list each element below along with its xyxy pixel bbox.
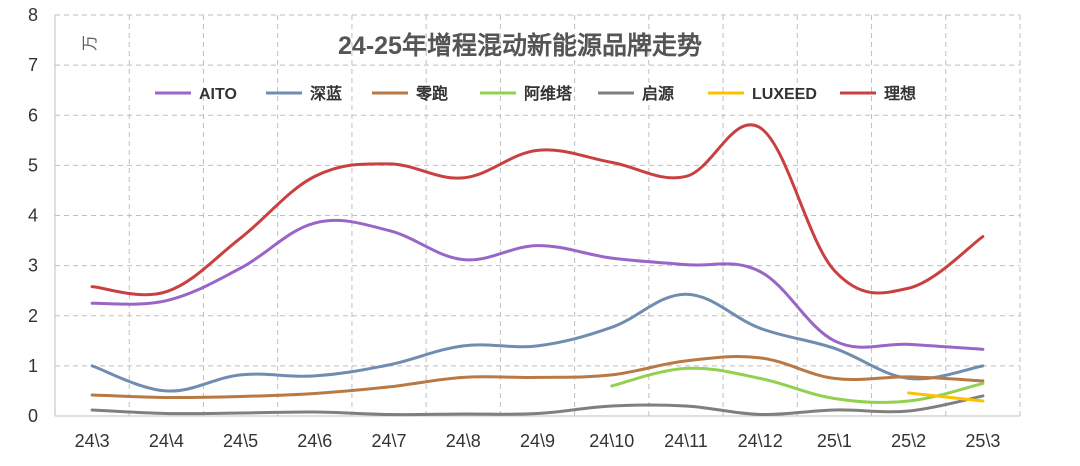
y-tick-label: 8 <box>28 5 38 25</box>
x-tick-label: 24\9 <box>520 431 555 451</box>
series-零跑 <box>90 355 985 400</box>
legend-label: 深蓝 <box>310 84 342 103</box>
x-tick-label: 24\5 <box>223 431 258 451</box>
x-tick-label: 24\3 <box>75 431 110 451</box>
legend-item: 零跑 <box>372 84 448 103</box>
legend-label: LUXEED <box>752 86 817 103</box>
series-line <box>90 123 985 297</box>
x-tick-label: 24\6 <box>297 431 332 451</box>
series-LUXEED <box>907 391 985 403</box>
x-axis: 24\3 24\4 24\5 24\6 24\7 24\8 24\9 24\10 24\11 24… <box>55 415 1020 451</box>
x-tick-label: 24\12 <box>738 431 783 451</box>
y-tick-label: 4 <box>28 206 38 226</box>
series-line <box>907 391 985 403</box>
x-tick-label: 24\7 <box>372 431 407 451</box>
series-layer <box>90 123 985 417</box>
legend-item: AITO <box>155 86 237 103</box>
x-tick-label: 25\3 <box>965 431 1000 451</box>
series-启源 <box>90 394 985 417</box>
legend-label: 启源 <box>642 84 674 103</box>
legend-label: 零跑 <box>415 84 448 103</box>
series-理想 <box>90 123 985 297</box>
x-tick-label: 25\1 <box>817 431 852 451</box>
y-axis: 0 1 2 3 4 5 6 7 8 <box>28 5 38 426</box>
series-line <box>90 355 985 400</box>
legend-label: AITO <box>199 86 237 103</box>
y-tick-label: 2 <box>28 306 38 326</box>
x-tick-label: 24\10 <box>589 431 634 451</box>
series-AITO <box>90 218 985 351</box>
series-深蓝 <box>90 292 985 393</box>
series-line <box>90 218 985 351</box>
x-tick-label: 24\8 <box>446 431 481 451</box>
y-tick-label: 7 <box>28 55 38 75</box>
legend-item: LUXEED <box>708 86 817 103</box>
legend-label: 阿维塔 <box>524 84 573 103</box>
y-tick-label: 0 <box>28 406 38 426</box>
legend-item: 阿维塔 <box>480 84 573 103</box>
chart-title: 24-25年增程混动新能源品牌走势 <box>338 31 702 60</box>
legend-item: 启源 <box>598 84 674 103</box>
y-tick-label: 1 <box>28 356 38 376</box>
legend: AITO 深蓝 零跑 阿维塔 启源 LUXEED 理想 <box>155 84 916 103</box>
y-axis-unit-label: 万 <box>82 35 99 51</box>
x-tick-label: 25\2 <box>891 431 926 451</box>
grid-layer <box>54 14 1021 416</box>
legend-item: 理想 <box>840 84 916 103</box>
series-line <box>90 292 985 393</box>
y-tick-label: 5 <box>28 155 38 175</box>
y-tick-label: 3 <box>28 256 38 276</box>
x-tick-label: 24\11 <box>664 431 708 451</box>
x-tick-label: 24\4 <box>149 431 184 451</box>
series-阿维塔 <box>610 366 985 404</box>
legend-item: 深蓝 <box>266 84 342 103</box>
y-tick-label: 6 <box>28 105 38 125</box>
series-line <box>610 366 985 404</box>
legend-label: 理想 <box>884 84 916 103</box>
series-line <box>90 394 985 417</box>
